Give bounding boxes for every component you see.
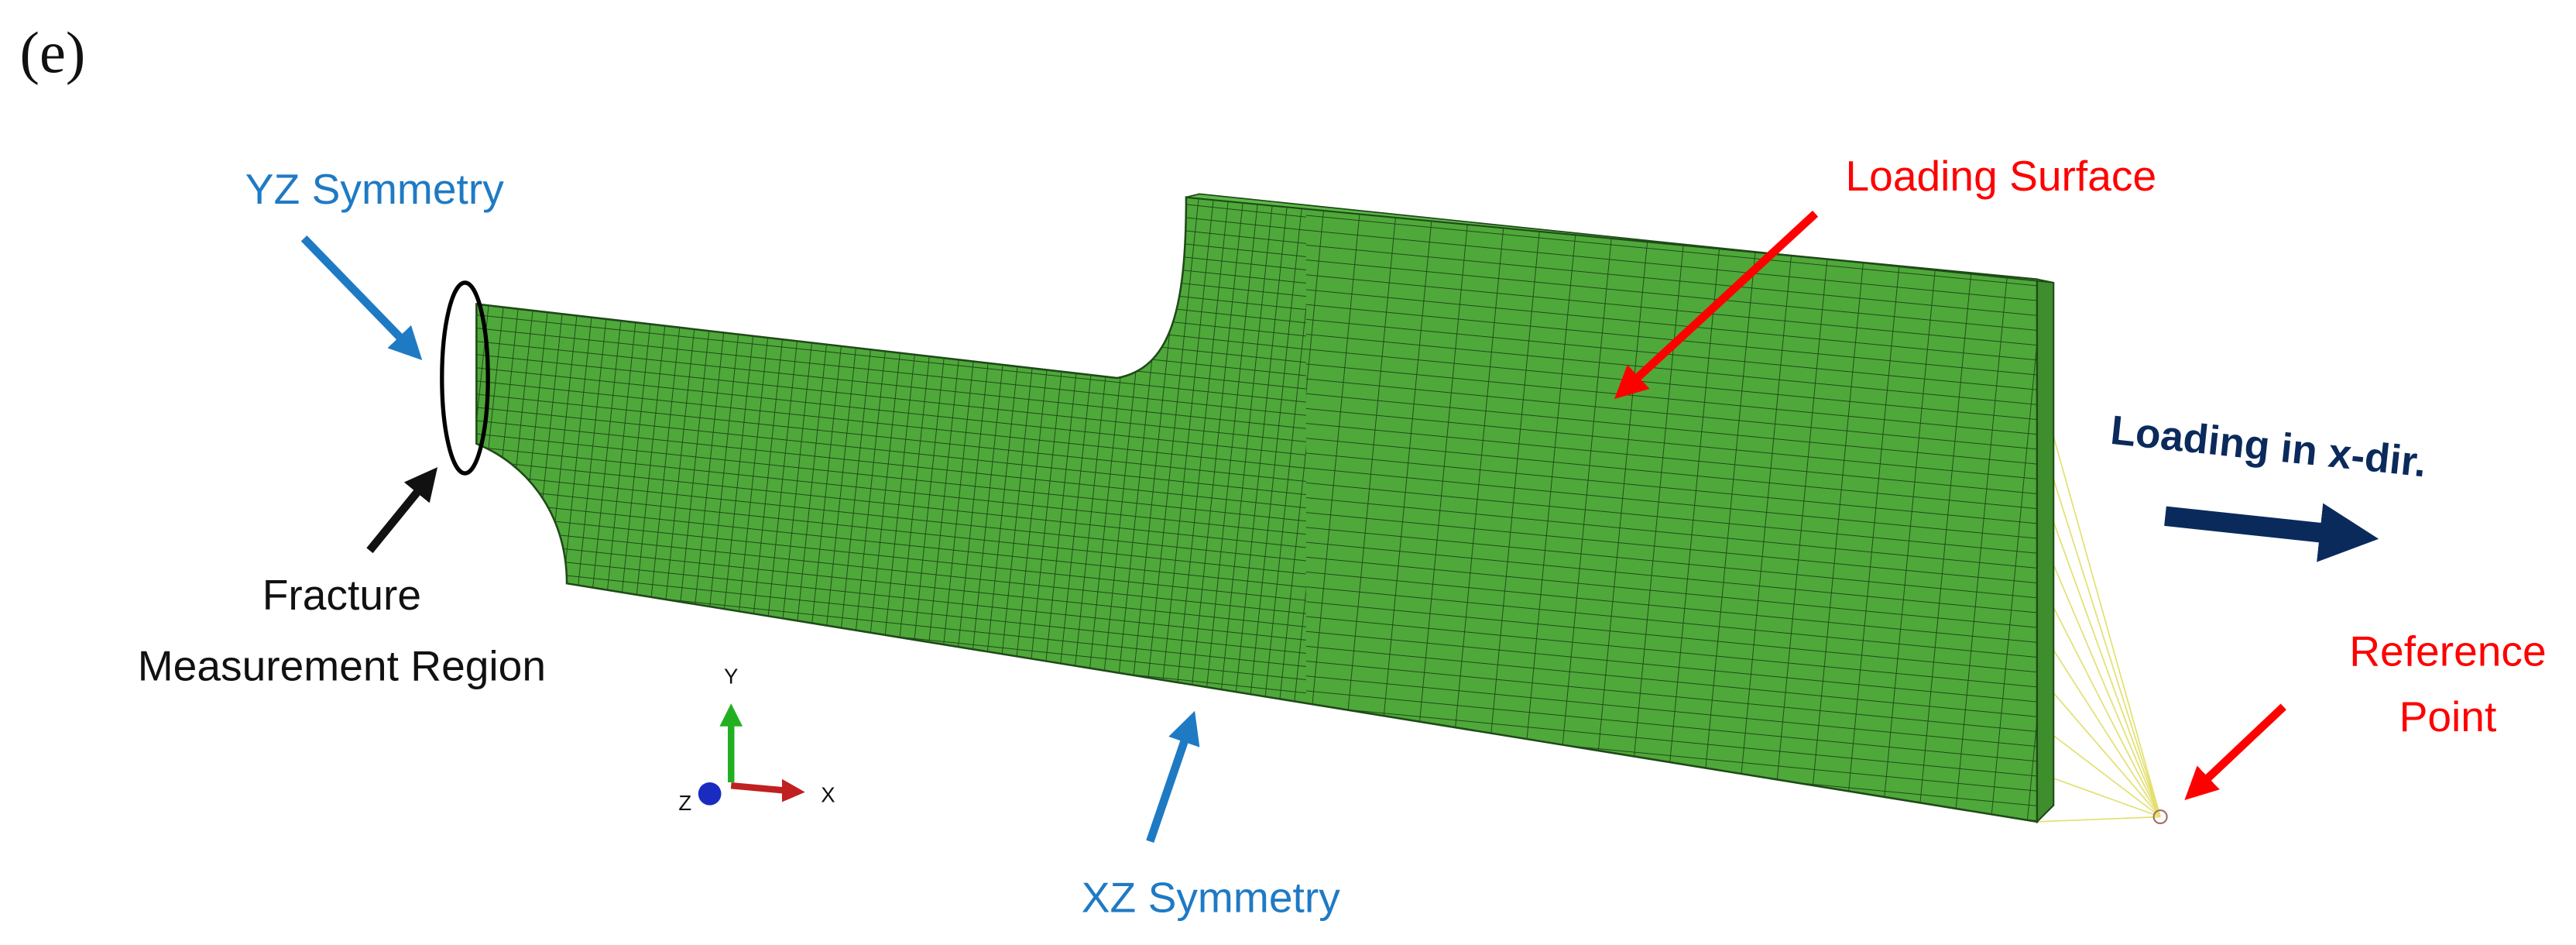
arrow — [1614, 210, 1819, 400]
annotation: Loading Surface — [1845, 152, 2156, 200]
arrow — [1146, 710, 1200, 844]
axis-label: Y — [724, 665, 738, 689]
arrow — [366, 467, 438, 554]
arrow — [2184, 703, 2286, 800]
coupling-lines — [2036, 377, 2161, 823]
panel-label: (e) — [20, 19, 86, 85]
mesh-top — [1185, 193, 2054, 284]
fracture-region-ellipse — [440, 280, 490, 476]
annotation: Measurement Region — [138, 641, 546, 689]
annotation: XZ Symmetry — [1082, 874, 1340, 922]
axis-label: X — [821, 782, 835, 806]
reference-point-marker — [2152, 809, 2168, 825]
annotation: Point — [2399, 692, 2497, 741]
arrow — [300, 235, 423, 361]
axis-label: Z — [678, 791, 691, 815]
annotation: YZ Symmetry — [245, 165, 504, 213]
axis-triad — [698, 703, 805, 806]
mesh-side — [2036, 278, 2055, 824]
mesh-body — [476, 197, 2038, 822]
annotation: Fracture — [262, 571, 421, 619]
annotation: Loading in x-dir. — [2108, 407, 2428, 486]
load-arrow — [2164, 503, 2379, 562]
annotation: Reference — [2349, 627, 2546, 675]
